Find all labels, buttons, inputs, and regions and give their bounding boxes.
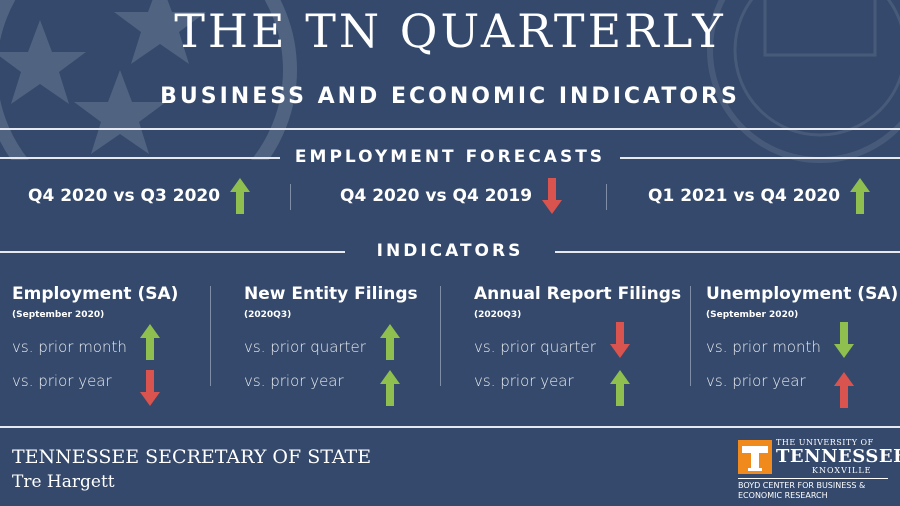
arrow-up-icon (230, 178, 251, 214)
indicator-name: New Entity Filings (244, 284, 418, 304)
indicator-name: Unemployment (SA) (706, 284, 899, 304)
indicator-employment: Employment (SA) (September 2020) vs. pri… (12, 284, 222, 406)
forecast-divider (606, 184, 607, 210)
indicator-new-entity-filings: New Entity Filings (2020Q3) vs. prior qu… (244, 284, 454, 406)
arrow-down-icon (834, 322, 854, 358)
indicators-heading: INDICATORS (0, 241, 900, 261)
indicator-row-label: vs. prior quarter (244, 338, 366, 356)
footer-divider (0, 426, 900, 428)
forecast-heading-rule-left (0, 157, 280, 159)
utk-line2: TENNESSEE (776, 446, 900, 467)
footer-org: TENNESSEE SECRETARY OF STATE (12, 446, 372, 468)
utk-t-logo (738, 440, 772, 474)
indicators-heading-rule-right (555, 251, 900, 253)
forecast-label: Q1 2021 vs Q4 2020 (648, 186, 841, 206)
forecast-item: Q4 2020 vs Q3 2020 (28, 176, 251, 216)
indicator-period: (2020Q3) (474, 310, 522, 320)
indicator-divider (440, 286, 441, 386)
power-t-icon (742, 446, 768, 471)
indicator-divider (690, 286, 691, 386)
indicator-row-label: vs. prior month (706, 338, 821, 356)
state-seal-watermark (707, 0, 900, 163)
indicator-row-label: vs. prior month (12, 338, 127, 356)
arrow-down-icon (542, 178, 563, 214)
indicator-annual-report-filings: Annual Report Filings (2020Q3) vs. prior… (474, 284, 684, 406)
forecasts-heading: EMPLOYMENT FORECASTS (0, 147, 900, 167)
arrow-down-icon (140, 370, 160, 406)
boyd-line1: BOYD CENTER FOR BUSINESS & (738, 481, 866, 490)
tennessee-stars-emblem (0, 0, 297, 160)
utk-line3: KNOXVILLE (812, 466, 872, 475)
indicator-period: (2020Q3) (244, 310, 292, 320)
indicator-row-label: vs. prior year (12, 372, 112, 390)
indicator-name: Annual Report Filings (474, 284, 682, 304)
forecast-item: Q4 2020 vs Q4 2019 (340, 176, 563, 216)
indicator-divider (210, 286, 211, 386)
arrow-up-icon (140, 324, 160, 360)
indicator-row-label: vs. prior year (474, 372, 574, 390)
indicators-heading-rule-left (0, 251, 345, 253)
forecast-divider (290, 184, 291, 210)
utk-boyd-logo: THE UNIVERSITY OF TENNESSEE KNOXVILLE BO… (738, 438, 900, 502)
indicator-row-label: vs. prior quarter (474, 338, 596, 356)
indicator-name: Employment (SA) (12, 284, 179, 304)
forecast-label: Q4 2020 vs Q4 2019 (340, 186, 533, 206)
utk-rule (738, 478, 888, 479)
footer-person: Tre Hargett (12, 472, 115, 492)
boyd-line2: ECONOMIC RESEARCH (738, 491, 828, 500)
utk-line1: THE UNIVERSITY OF (776, 438, 874, 447)
page-subtitle: BUSINESS AND ECONOMIC INDICATORS (160, 84, 740, 109)
arrow-up-icon (834, 372, 854, 408)
indicator-period: (September 2020) (12, 310, 105, 320)
indicator-row-label: vs. prior year (244, 372, 344, 390)
forecast-label: Q4 2020 vs Q3 2020 (28, 186, 221, 206)
indicator-unemployment: Unemployment (SA) (September 2020) vs. p… (706, 284, 899, 408)
forecast-item: Q1 2021 vs Q4 2020 (648, 176, 871, 216)
indicator-period: (September 2020) (706, 310, 799, 320)
arrow-down-icon (610, 322, 630, 358)
arrow-up-icon (610, 370, 630, 406)
indicator-row-label: vs. prior year (706, 372, 806, 390)
arrow-up-icon (380, 370, 400, 406)
arrow-up-icon (850, 178, 871, 214)
header-divider (0, 128, 900, 130)
forecast-heading-rule-right (620, 157, 900, 159)
arrow-up-icon (380, 324, 400, 360)
page-title: THE TN QUARTERLY (174, 4, 726, 58)
